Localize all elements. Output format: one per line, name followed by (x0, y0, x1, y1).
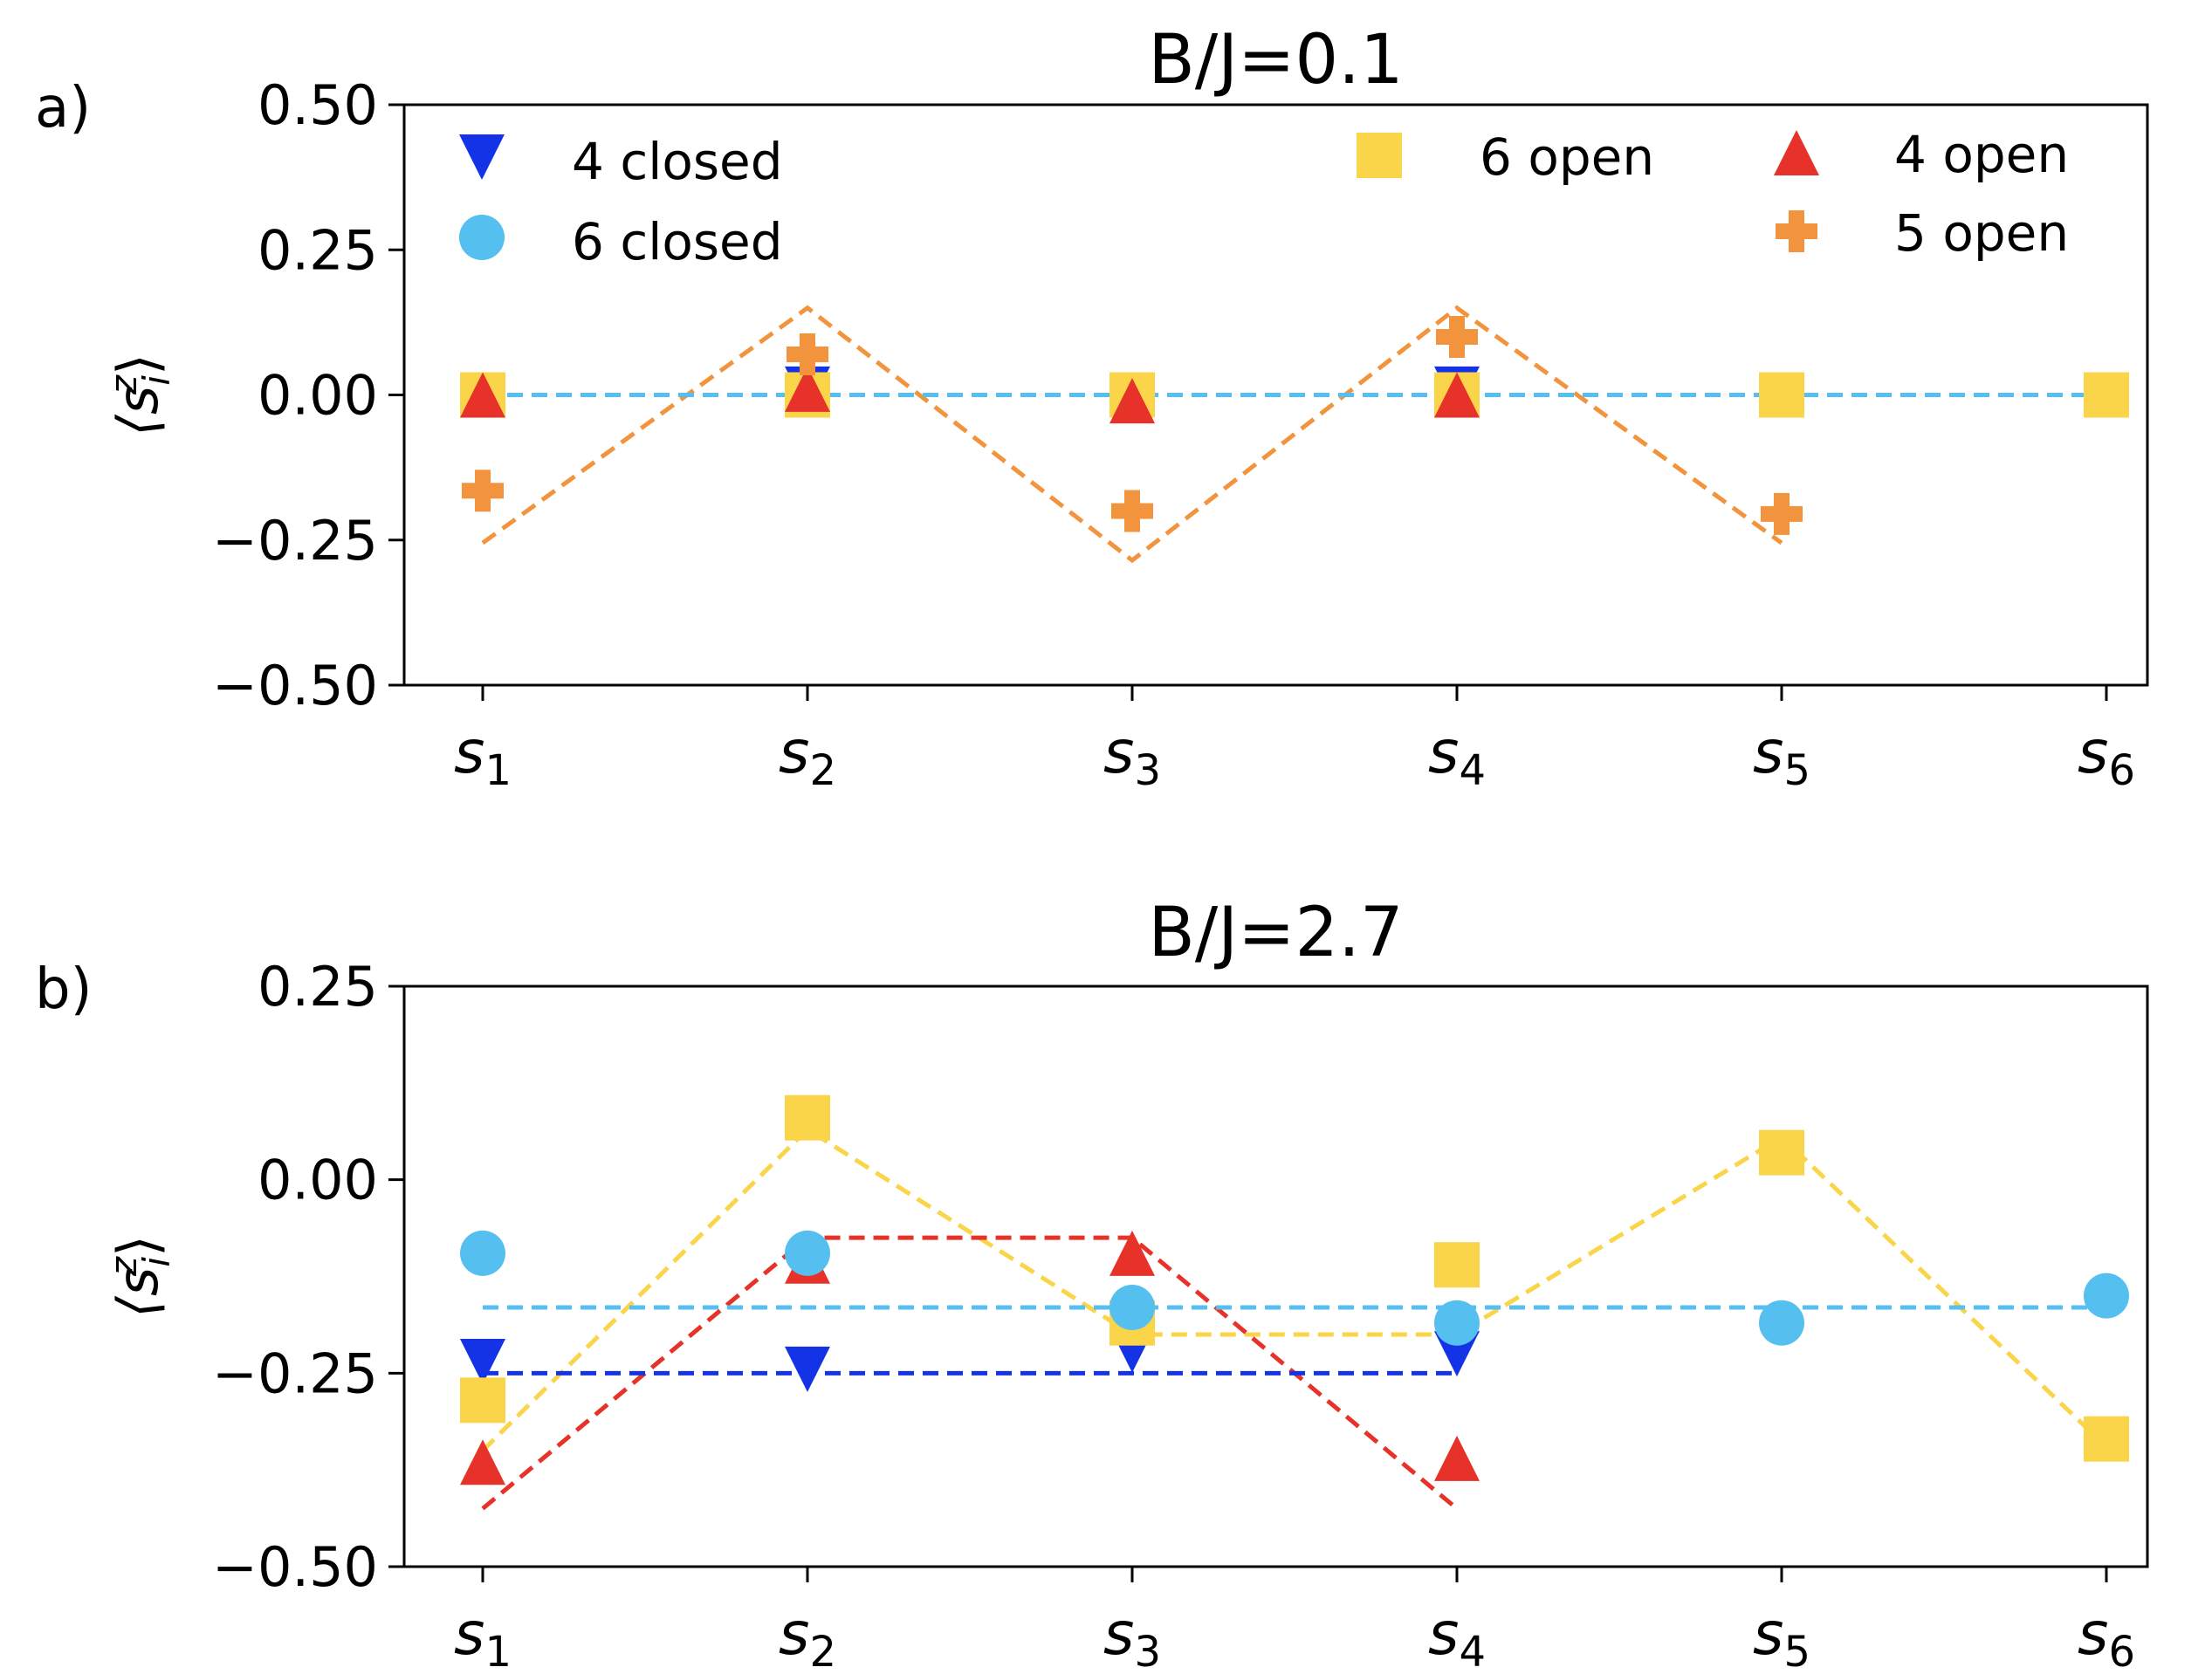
chart-title: B/J=0.1 (1148, 21, 1403, 99)
x-tick-label: s2 (779, 718, 836, 795)
6-closed-point (1109, 1284, 1155, 1330)
panel-a-chart: a) B/J=0.1 0.50 0.25 0.00 −0.25 −0.50 s1 s2 s3 s4 s… (35, 21, 2149, 795)
6-open-legend-marker (1357, 133, 1402, 178)
6-open-point (1759, 372, 1804, 418)
6-open-point (2084, 372, 2129, 418)
6-open-legend-label: 6 open (1480, 127, 1654, 187)
x-tick-label: s2 (779, 1600, 836, 1674)
4-open-fit-line (481, 1235, 1459, 1511)
6-open-point (785, 1094, 830, 1141)
x-tick-label: s5 (1753, 718, 1810, 795)
y-tick-label: −0.25 (212, 1341, 378, 1405)
y-tick-label: 0.25 (258, 218, 378, 282)
4-open-legend-label: 4 open (1894, 125, 2069, 184)
y-tick-label: 0.50 (258, 73, 378, 137)
y-axis-label: ⟨siz⟩ (102, 353, 178, 436)
6-closed-point (1434, 1300, 1480, 1346)
plot-frame (402, 985, 2149, 1568)
x-tick-label: s3 (1103, 1600, 1161, 1674)
6-open-point (1759, 1129, 1804, 1176)
5-open-point (1761, 492, 1803, 535)
6-closed-point (2084, 1273, 2129, 1319)
4-open-point (460, 372, 505, 418)
plot-frame (402, 103, 2149, 687)
4-open-point (785, 366, 830, 412)
panel-label: b) (35, 957, 93, 1022)
y-axis-label: ⟨siz⟩ (102, 1235, 178, 1318)
4-open-point (1109, 378, 1155, 424)
4-open-legend-marker (1774, 130, 1819, 175)
y-tick-label: 0.00 (258, 364, 378, 428)
4-open-point (1434, 1435, 1480, 1481)
x-tick-label: s4 (1428, 718, 1486, 795)
4-closed-point (460, 1339, 505, 1385)
6-closed-point (785, 1230, 830, 1276)
5-open-fit-line (481, 305, 1783, 564)
x-tick-label: s6 (2078, 718, 2135, 795)
y-tick-label: −0.50 (212, 1535, 378, 1599)
x-tick-label: s5 (1753, 1600, 1810, 1674)
4-open-point (460, 1439, 505, 1485)
4-closed-legend-marker (459, 134, 505, 180)
4-closed-point (785, 1346, 830, 1392)
6-open-fit-line (481, 1126, 2108, 1452)
chart-title: B/J=2.7 (1148, 894, 1403, 972)
y-tick-label: −0.25 (212, 509, 378, 573)
x-tick-label: s4 (1428, 1600, 1486, 1674)
5-open-point (1111, 490, 1153, 532)
panel-label: a) (35, 76, 91, 141)
6-closed-legend-marker (459, 215, 505, 260)
5-open-point (1436, 316, 1478, 358)
5-open-point (787, 333, 828, 375)
6-closed-legend-label: 6 closed (572, 212, 783, 271)
x-tick-label: s3 (1103, 718, 1161, 795)
x-tick-label: s1 (454, 718, 512, 795)
6-open-point (460, 1377, 505, 1424)
6-closed-point (1759, 1300, 1804, 1346)
5-open-point (462, 470, 504, 512)
y-tick-label: 0.25 (258, 955, 378, 1019)
y-tick-label: −0.50 (212, 654, 378, 717)
x-tick-label: s1 (454, 1600, 512, 1674)
4-closed-legend-label: 4 closed (572, 132, 783, 191)
x-tick-label: s6 (2078, 1600, 2135, 1674)
6-closed-point (460, 1230, 505, 1276)
6-open-point (1434, 1242, 1480, 1288)
5-open-legend-label: 5 open (1894, 203, 2069, 263)
6-open-point (2084, 1416, 2129, 1462)
panel-b-chart: b) B/J=2.7 0.25 0.00 −0.25 −0.50 s1 s2 s3 s4 s5 s6 ⟨… (35, 894, 2149, 1674)
y-tick-label: 0.00 (258, 1149, 378, 1212)
4-open-point (1434, 372, 1480, 418)
4-open-point (1109, 1230, 1155, 1276)
5-open-legend-marker (1776, 210, 1817, 252)
